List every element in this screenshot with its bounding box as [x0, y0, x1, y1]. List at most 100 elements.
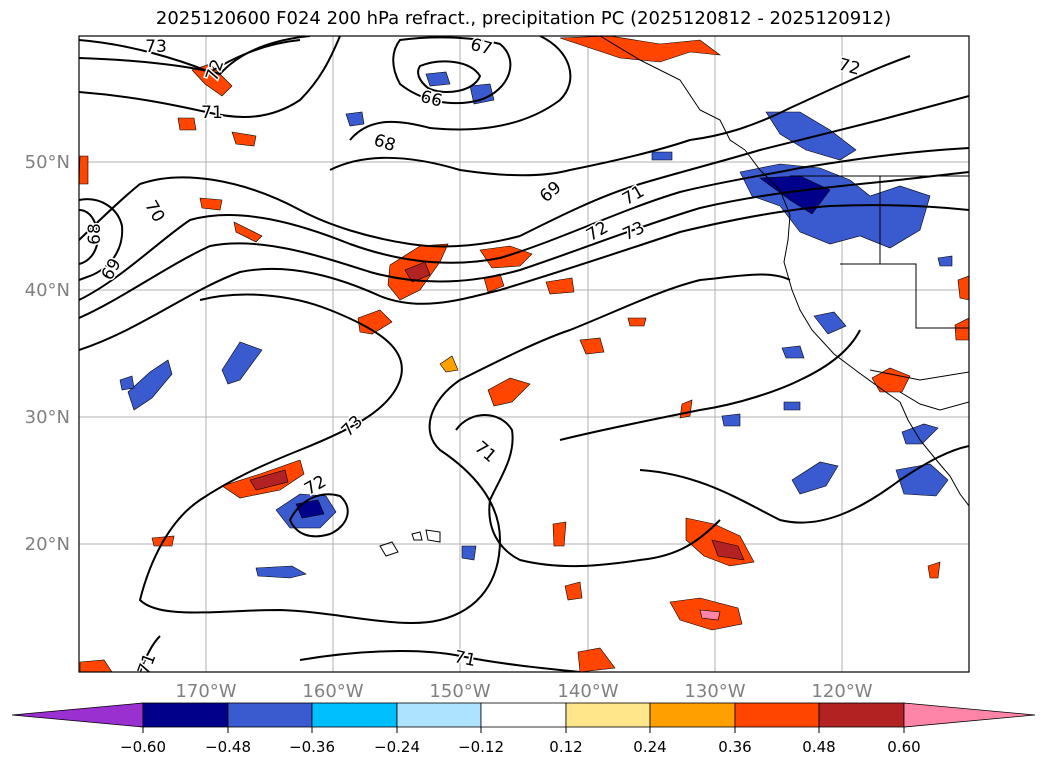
- contour-71-southeast: [639, 445, 969, 524]
- colorbar-swatch: [734, 702, 820, 728]
- precip-positive-patch: [357, 309, 393, 335]
- contour-66: [417, 60, 482, 93]
- contour-68: [349, 36, 572, 141]
- colorbar-extend-high: [903, 702, 1036, 728]
- colorbar-extend-low: [11, 702, 144, 728]
- precip-positive-patch: [177, 117, 197, 131]
- contour-label: 67: [468, 35, 494, 60]
- precip-negative-patch: [461, 545, 477, 561]
- contour-69-west: [79, 198, 124, 281]
- colorbar-tick-label: 0.36: [718, 738, 751, 756]
- precip-positive-patch: [954, 317, 969, 341]
- contour-label-group: 73 72 71 67 66 68 70 69 69 68 71 72 73 7…: [84, 35, 864, 678]
- precip-positive-patch: [545, 277, 575, 295]
- precip-positive-patch: [559, 36, 722, 63]
- contour-label: 69: [98, 255, 126, 284]
- contour-label: 68: [85, 223, 105, 245]
- colorbar-swatch: [480, 702, 567, 728]
- coastline-alaska: [599, 36, 746, 151]
- precip-positive-patch: [627, 317, 647, 327]
- precip-negative-patch: [783, 401, 801, 411]
- map-title: 2025120600 F024 200 hPa refract., precip…: [155, 8, 892, 29]
- contour-label: 72: [583, 218, 612, 246]
- colorbar-labels: −0.60 −0.48 −0.36 −0.24 −0.12 0.12 0.24 …: [120, 738, 921, 756]
- coastline-west-us: [783, 214, 901, 403]
- latitude-label-30n: 30°N: [25, 407, 70, 428]
- precip-positive-patch: [487, 377, 531, 407]
- colorbar: [11, 702, 1036, 728]
- contour-label: 69: [536, 178, 565, 207]
- precip-negative-patch: [345, 111, 365, 127]
- contour-71-north: [79, 36, 341, 118]
- contour-72-north: [79, 36, 311, 76]
- colorbar-tick-label: −0.36: [289, 738, 335, 756]
- contour-label: 68: [371, 130, 398, 156]
- border-us-mexico: [869, 369, 969, 381]
- colorbar-tick-label: −0.24: [374, 738, 420, 756]
- colorbar-swatch: [396, 702, 482, 728]
- coastlines: [379, 36, 969, 557]
- contour-71-band: [79, 147, 969, 301]
- latitude-label-40n: 40°N: [25, 280, 70, 301]
- colorbar-swatch: [142, 702, 229, 728]
- contour-67: [392, 36, 512, 105]
- contour-label: 71: [134, 651, 160, 678]
- contour-label: 71: [452, 647, 477, 671]
- contour-73-south: [138, 273, 791, 624]
- colorbar-swatch: [818, 702, 905, 728]
- contour-71-sw: [139, 635, 161, 672]
- precip-negative-patch: [937, 255, 953, 267]
- latitude-axis: 50°N 40°N 30°N 20°N: [25, 152, 70, 555]
- contour-label: 66: [418, 87, 444, 112]
- precip-positive-patch: [79, 155, 89, 185]
- precip-negative-patch: [425, 71, 451, 87]
- colorbar-tick-label: 0.12: [549, 738, 582, 756]
- contour-71-bottom: [299, 650, 581, 672]
- latitude-label-50n: 50°N: [25, 152, 70, 173]
- precip-positive-patch: [957, 275, 969, 301]
- contour-70-arc: [79, 176, 521, 248]
- contour-label: 73: [620, 218, 648, 245]
- colorbar-swatch: [227, 702, 313, 728]
- precip-negative-patch: [255, 565, 307, 579]
- island-hawaii: [379, 541, 399, 557]
- coastline-mexico-gulf: [899, 391, 969, 411]
- contour-label: 70: [140, 197, 168, 226]
- contour-71-loop: [455, 414, 721, 568]
- precip-positive-regions: [79, 36, 969, 672]
- longitude-label-130w: 130°W: [684, 681, 745, 702]
- longitude-label-120w: 120°W: [811, 681, 872, 702]
- precip-positive-patch: [233, 221, 263, 243]
- island-hawaii-2: [411, 531, 423, 541]
- precip-negative-patch: [721, 413, 741, 427]
- precip-positive-patch: [871, 367, 911, 393]
- coastline-baja: [899, 401, 969, 507]
- contour-72-south: [288, 493, 349, 538]
- contour-lines: [79, 36, 969, 672]
- colorbar-tick-label: 0.24: [633, 738, 666, 756]
- precip-negative-patch: [781, 345, 805, 359]
- precip-positive-patch: [577, 647, 616, 672]
- contour-label: 73: [145, 37, 167, 57]
- colorbar-tick-label: −0.12: [458, 738, 504, 756]
- precip-negative-regions: [119, 71, 953, 579]
- contour-70-east: [519, 95, 969, 237]
- island-hawaii-3: [425, 529, 441, 543]
- contour-73-band: [79, 204, 969, 351]
- precip-positive-patch: [79, 659, 113, 672]
- map-frame: [78, 35, 970, 673]
- contour-label: 71: [470, 438, 499, 467]
- precip-positive-patch: [579, 337, 605, 355]
- colorbar-tick-label: −0.48: [205, 738, 251, 756]
- latitude-label-20n: 20°N: [25, 534, 70, 555]
- precip-positive-patch: [927, 561, 941, 579]
- longitude-label-160w: 160°W: [302, 681, 363, 702]
- precip-positive-patch: [699, 609, 721, 621]
- precip-positive-patch: [404, 261, 431, 283]
- coastline-bc: [744, 149, 791, 216]
- contour-72-band: [79, 171, 969, 319]
- contour-69-east: [329, 55, 911, 177]
- colorbar-tick-label: −0.60: [120, 738, 166, 756]
- contour-label: 71: [201, 103, 223, 123]
- colorbar-swatch: [311, 702, 398, 728]
